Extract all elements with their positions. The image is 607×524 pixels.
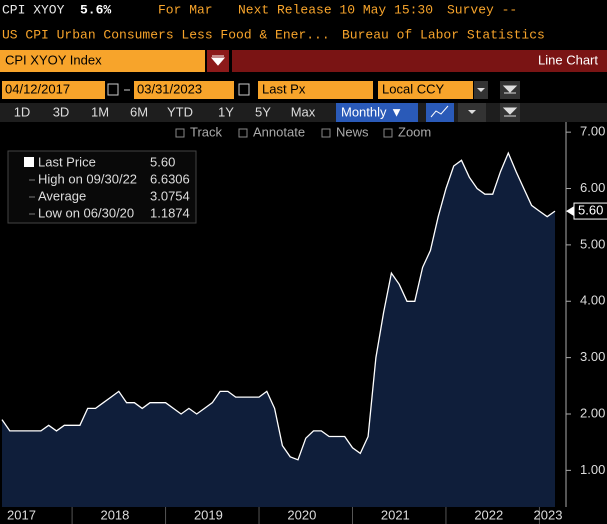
legend-value: 5.60 — [150, 154, 175, 169]
last-value-label: 5.60 — [578, 203, 603, 218]
y-tick-label: 4.00 — [580, 293, 605, 308]
period: For Mar — [158, 2, 213, 17]
description: US CPI Urban Consumers Less Food & Ener.… — [2, 27, 330, 42]
y-tick-label: 2.00 — [580, 405, 605, 420]
settings-icon — [502, 107, 518, 117]
x-tick-label: 2023 — [534, 507, 563, 522]
range-button[interactable]: 1M — [91, 104, 109, 119]
x-tick-label: 2017 — [7, 507, 36, 522]
ticker: CPI XYOY — [2, 2, 65, 17]
dropdown-icon — [477, 88, 485, 92]
last: 5.6% — [80, 2, 111, 17]
range-button[interactable]: 5Y — [255, 104, 271, 119]
frequency-box[interactable] — [336, 103, 418, 122]
x-tick-label: 2019 — [194, 507, 223, 522]
view-title: Line Chart — [538, 52, 598, 67]
legend-label: High on 09/30/22 — [38, 171, 137, 186]
tool-icon — [238, 128, 248, 138]
range-button[interactable]: 6M — [130, 104, 148, 119]
survey: Survey -- — [447, 2, 517, 17]
tool-icon — [175, 128, 185, 138]
range-button[interactable]: 1Y — [218, 104, 234, 119]
tool-button[interactable]: Annotate — [253, 124, 305, 139]
range-bar — [0, 103, 607, 122]
start-date: 04/12/2017 — [5, 81, 70, 96]
start-date-box[interactable] — [2, 81, 105, 99]
menu-icon — [502, 85, 518, 94]
y-tick-label: 7.00 — [580, 124, 605, 139]
dropdown-icon — [468, 110, 476, 114]
y-tick-label: 5.00 — [580, 236, 605, 251]
legend-value: 3.0754 — [150, 188, 190, 203]
field-box[interactable] — [258, 81, 373, 99]
frequency: Monthly ▼ — [341, 104, 403, 119]
range-button[interactable]: 3D — [53, 104, 70, 119]
legend-value: 1.1874 — [150, 205, 190, 220]
legend-box — [7, 150, 197, 224]
tool-button[interactable]: Zoom — [398, 124, 431, 139]
next-release: Next Release 10 May 15:30 — [238, 2, 433, 17]
x-tick-label: 2022 — [474, 507, 503, 522]
calendar-icon[interactable] — [238, 83, 250, 96]
security-box[interactable] — [0, 50, 205, 72]
last-value-pointer — [566, 206, 574, 217]
end-date: 03/31/2023 — [137, 81, 202, 96]
security: CPI XYOY Index — [5, 52, 102, 67]
dropdown-icon — [210, 55, 226, 66]
legend-label: Low on 06/30/20 — [38, 205, 134, 220]
x-tick-label: 2020 — [287, 507, 316, 522]
range-button[interactable]: YTD — [167, 104, 193, 119]
tool-button[interactable]: Track — [190, 124, 223, 139]
legend-value: 6.6306 — [150, 171, 190, 186]
chart-type-button[interactable] — [426, 103, 454, 122]
legend-swatch — [24, 157, 34, 167]
end-date-box[interactable] — [134, 81, 234, 99]
calendar-icon[interactable] — [107, 83, 119, 96]
legend-label: Last Price — [38, 154, 96, 169]
currency: Local CCY — [382, 81, 444, 96]
x-tick-label: 2018 — [100, 507, 129, 522]
field: Last Px — [262, 81, 306, 96]
view-bar — [232, 50, 607, 72]
y-tick-label: 1.00 — [580, 462, 605, 477]
tool-button[interactable]: News — [336, 124, 369, 139]
source: Bureau of Labor Statistics — [342, 27, 545, 42]
tool-icon — [383, 128, 393, 138]
chart-type-icon — [430, 105, 449, 118]
range-button[interactable]: 1D — [14, 104, 31, 119]
y-tick-label: 6.00 — [580, 180, 605, 195]
area — [2, 153, 555, 507]
y-tick-label: 3.00 — [580, 349, 605, 364]
currency-box[interactable] — [378, 81, 473, 99]
line — [1, 151, 556, 461]
range-button[interactable]: Max — [291, 104, 316, 119]
x-tick-label: 2021 — [381, 507, 410, 522]
legend-label: Average — [38, 188, 86, 203]
tool-icon — [321, 128, 331, 138]
